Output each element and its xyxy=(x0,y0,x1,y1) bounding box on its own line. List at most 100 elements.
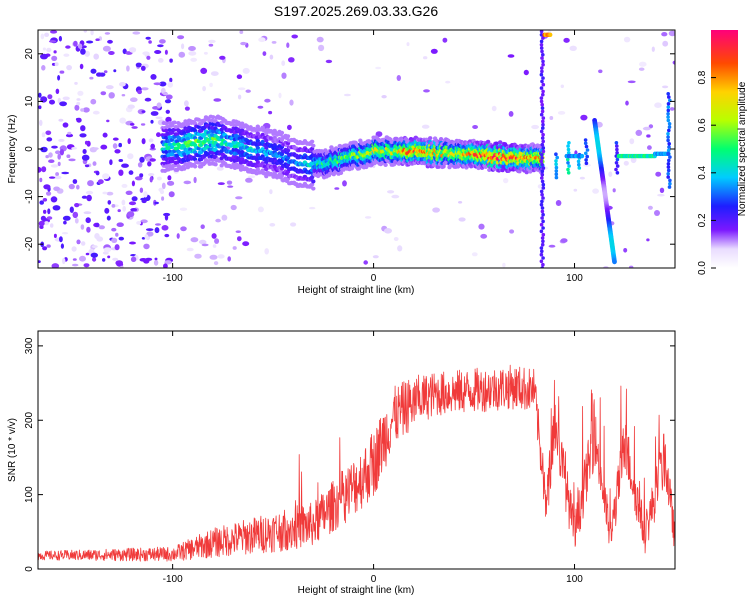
spectrogram-cell xyxy=(540,136,545,140)
colorbar-tick-label: 0.8 xyxy=(697,70,708,84)
spectrogram-cell xyxy=(539,189,544,194)
spectrogram-cell xyxy=(541,226,545,230)
spectrogram-cell xyxy=(627,80,636,84)
spectrogram-cell xyxy=(667,128,671,133)
spectrogram-cell xyxy=(230,204,237,211)
spectrogram-cell xyxy=(67,131,72,135)
spectrogram-cell xyxy=(41,65,46,71)
spectrogram-cell xyxy=(93,53,99,60)
spectrogram-cell xyxy=(375,66,382,70)
spectrogram-cell xyxy=(154,227,160,234)
y-tick-label: -10 xyxy=(24,189,35,204)
spectrogram-cell xyxy=(181,43,185,50)
spectrogram-cell xyxy=(541,146,546,150)
spectrogram-cell xyxy=(96,72,103,77)
spectrogram-cell xyxy=(539,86,544,90)
spectrogram-cell xyxy=(213,98,222,102)
spectrogram-cell xyxy=(291,34,299,39)
spectrogram-cell xyxy=(74,104,80,111)
spectrogram-cell xyxy=(667,158,671,163)
spectrogram-cell xyxy=(139,187,144,193)
spectrogram-cell xyxy=(668,30,675,37)
spectrogram-cell xyxy=(130,208,138,212)
spectrogram-cell xyxy=(203,51,208,55)
spectrogram-cell xyxy=(311,179,316,184)
spectrogram-cell xyxy=(498,140,503,145)
spectrogram-cell xyxy=(540,242,545,247)
spectrogram-cell xyxy=(40,53,48,60)
spectrogram-cell xyxy=(200,67,208,74)
spectrogram-cell xyxy=(79,255,86,262)
x-tick-label: 100 xyxy=(566,273,583,284)
spectrogram-cell xyxy=(178,51,186,58)
spectrogram-cell xyxy=(164,142,169,147)
spectrogram-cell xyxy=(240,41,247,46)
spectrogram-cell xyxy=(289,99,294,106)
snr-plot-area xyxy=(38,331,675,569)
spectrogram-cell xyxy=(539,246,544,250)
spectrogram-cell xyxy=(119,117,126,124)
spectrogram-cell xyxy=(563,37,570,43)
spectrogram-cell xyxy=(150,74,157,80)
spectrogram-cell xyxy=(268,110,273,115)
spectrogram-cell xyxy=(81,195,88,199)
spectrogram-cell xyxy=(132,31,141,35)
spectrogram-cell xyxy=(393,237,399,241)
spectrogram-cell xyxy=(66,65,72,71)
spectrogram-cell xyxy=(264,138,269,143)
spectrogram-cell xyxy=(541,59,545,64)
spectrogram-cell xyxy=(539,252,544,257)
spectrogram-cell xyxy=(540,109,545,114)
spectrogram-cell xyxy=(95,38,100,41)
spectrogram-cell xyxy=(612,188,616,193)
spectrogram-cell xyxy=(49,99,55,105)
spectrogram-cell xyxy=(61,232,69,235)
spectrogram-cell xyxy=(442,37,448,43)
spectrogram-cell xyxy=(540,66,544,70)
spectrogram-cell xyxy=(343,93,351,97)
spectrogram-cell xyxy=(86,40,94,44)
spectrogram-cell xyxy=(309,146,315,151)
spectrogram-cell xyxy=(39,119,43,126)
spectrogram-cell xyxy=(202,86,207,92)
spectrogram-cell xyxy=(148,138,154,143)
spectrogram-cell xyxy=(592,188,599,194)
spectrogram-cell xyxy=(57,161,61,167)
spectrogram-cell xyxy=(554,165,559,170)
spectrogram-cell xyxy=(164,233,170,238)
spectrogram-cell xyxy=(185,151,191,155)
spectrogram-cell xyxy=(38,105,42,110)
spectrogram-cell xyxy=(163,263,168,268)
spectrogram-cell xyxy=(502,262,506,268)
spectrogram-cell xyxy=(44,221,49,226)
spectrogram-cell xyxy=(573,188,578,192)
spectrogram-cell xyxy=(638,67,645,71)
spectrogram-cell xyxy=(169,77,173,83)
spectrogram-cell xyxy=(255,160,260,165)
spectrogram-cell xyxy=(255,138,260,143)
spectrogram-cell xyxy=(363,260,369,265)
spectrogram-cell xyxy=(72,258,77,261)
spectrogram-cell xyxy=(155,223,161,226)
spectrogram-cell xyxy=(94,233,100,240)
spectrogram-cell xyxy=(142,51,150,56)
spectrogram-cell xyxy=(59,236,63,243)
spectrogram-cell xyxy=(112,143,118,149)
spectrogram-cell xyxy=(90,252,99,258)
spectrogram-cell xyxy=(95,170,100,176)
spectrogram-cell xyxy=(156,102,162,108)
spectrogram-cell xyxy=(226,180,233,185)
spectrogram-cell xyxy=(208,39,216,44)
spectrogram-cell xyxy=(523,69,529,76)
spectrogram-cell xyxy=(47,94,53,100)
spectrogram-cell xyxy=(143,243,150,250)
spectrogram-cell xyxy=(169,58,173,63)
spectrogram-cell xyxy=(548,32,553,37)
spectrogram-cell xyxy=(111,227,117,232)
spectrogram-cell xyxy=(174,160,180,165)
spectrogram-cell xyxy=(53,50,57,54)
spectrogram-cell xyxy=(114,149,121,154)
x-tick-label: 0 xyxy=(371,574,377,585)
spectrogram-cell xyxy=(129,47,137,53)
